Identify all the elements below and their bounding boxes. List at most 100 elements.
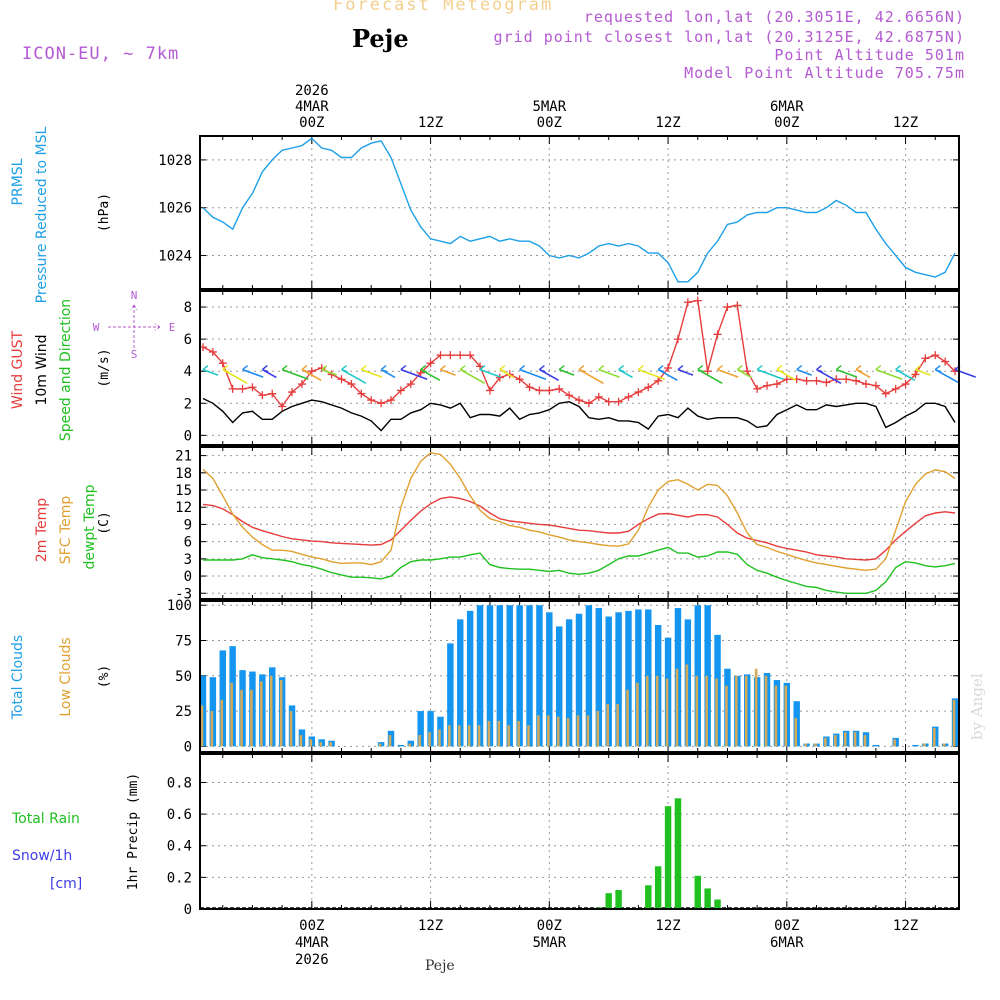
low-clouds-label: Low Clouds <box>58 637 74 716</box>
low-cloud-bar <box>606 704 609 747</box>
gust-marker <box>673 335 682 344</box>
time-label-top: 12Z <box>418 115 443 131</box>
y-tick-label: 0 <box>184 739 192 755</box>
gust-marker <box>575 396 584 405</box>
gust-marker <box>624 392 633 401</box>
y-tick-label: 8 <box>184 300 192 316</box>
rain-bar <box>605 893 612 909</box>
low-cloud-bar <box>754 668 758 747</box>
gust-marker <box>901 380 910 389</box>
gust-marker <box>386 396 395 405</box>
total-cloud-bar <box>476 605 484 747</box>
total-cloud-bar <box>516 605 523 747</box>
low-cloud-bar <box>705 675 708 747</box>
series-line-wind-gust <box>202 299 956 408</box>
low-cloud-bar <box>230 682 233 747</box>
gust-marker <box>377 399 386 408</box>
wind-arrow-head <box>499 365 507 373</box>
gust-marker <box>683 298 692 307</box>
total-cloud-bar <box>555 626 563 747</box>
wind-arrow-head <box>855 365 863 373</box>
total-clouds-label: Total Clouds <box>10 635 26 720</box>
wind-arrow-head <box>915 365 922 373</box>
gust-marker <box>713 330 722 339</box>
time-label-top: 12Z <box>655 115 680 131</box>
low-cloud-bar <box>626 689 629 747</box>
wind-arrow-head <box>479 365 487 373</box>
temp-2m-label: 2m Temp <box>34 498 50 562</box>
low-cloud-bar <box>932 728 936 747</box>
gust-marker <box>396 386 405 395</box>
location-title: Peje <box>352 24 409 53</box>
low-cloud-bar <box>952 699 956 747</box>
gust-marker <box>733 301 742 310</box>
requested-coords: requested lon,lat (20.3051E, 42.6656N) <box>583 8 965 26</box>
total-cloud-bar <box>219 650 226 747</box>
low-cloud-bar <box>824 737 827 747</box>
wind-arrow-head <box>657 365 665 373</box>
low-cloud-bar <box>566 718 570 747</box>
gust-marker <box>485 386 494 395</box>
wind-arrow-head <box>835 365 843 373</box>
low-cloud-bar <box>329 742 332 747</box>
rain-bar <box>654 866 662 909</box>
total-cloud-bar <box>575 613 583 747</box>
time-label-top: 5MAR <box>532 99 566 115</box>
y-tick-label: 12 <box>175 500 192 516</box>
gust-marker <box>446 351 455 360</box>
total-cloud-bar <box>635 609 642 747</box>
low-cloud-bar <box>814 743 817 747</box>
low-cloud-bar <box>388 735 392 747</box>
time-label-top: 4MAR <box>295 99 329 115</box>
rain-bar <box>645 885 652 909</box>
time-label-bottom: 12Z <box>418 918 443 934</box>
compass-arrows <box>108 304 161 349</box>
gust-marker <box>228 384 237 393</box>
gust-marker <box>842 375 851 384</box>
gust-marker <box>515 375 524 384</box>
total-cloud-bar <box>565 619 573 747</box>
y-axis-label: 1hr Precip (mm) <box>126 773 141 890</box>
gust-marker <box>822 378 831 387</box>
prmsl-label: PRMSL <box>10 158 26 205</box>
time-label-bottom: 5MAR <box>532 935 566 951</box>
gust-marker <box>921 354 930 363</box>
low-cloud-bar <box>596 711 600 747</box>
low-cloud-bar <box>764 675 768 747</box>
wind-arrow-head <box>578 365 586 373</box>
low-cloud-bar <box>923 743 926 747</box>
gust-marker <box>258 391 267 400</box>
gust-marker <box>297 380 306 389</box>
y-tick-label: 9 <box>184 517 192 533</box>
wind-arrow-head <box>301 365 309 373</box>
low-cloud-bar <box>438 729 441 747</box>
wind-arrow-head <box>796 365 803 373</box>
wind-arrow-head <box>736 365 744 373</box>
gust-marker <box>268 389 277 398</box>
low-cloud-bar <box>942 743 946 747</box>
low-cloud-bar <box>448 725 451 747</box>
wind-arrow-head <box>519 365 526 373</box>
y-tick-label: 0.6 <box>167 807 192 823</box>
wind-arrow-head <box>776 365 784 373</box>
wind-10m-label: 10m Wind <box>34 334 50 405</box>
wind-arrow-head <box>222 365 229 373</box>
low-cloud-bar <box>853 732 857 747</box>
total-cloud-bar <box>872 744 880 747</box>
total-cloud-bar <box>466 610 474 747</box>
y-tick-label: 1024 <box>158 249 192 265</box>
wind-arrow-head <box>459 365 467 373</box>
total-cloud-bar <box>595 608 603 747</box>
wind-arrow-head <box>637 365 645 373</box>
y-axis-label: (hPa) <box>97 193 112 232</box>
low-cloud-bar <box>537 715 540 747</box>
gust-marker <box>535 386 544 395</box>
gust-marker <box>772 380 781 389</box>
total-cloud-bar <box>447 643 454 747</box>
y-tick-label: 25 <box>175 704 192 720</box>
total-cloud-bar <box>585 605 593 747</box>
low-cloud-bar <box>240 689 243 747</box>
gust-marker <box>307 367 316 376</box>
pressure-msl-label: Pressure Reduced to MSL <box>34 126 50 303</box>
y-tick-label: 0 <box>184 902 192 918</box>
